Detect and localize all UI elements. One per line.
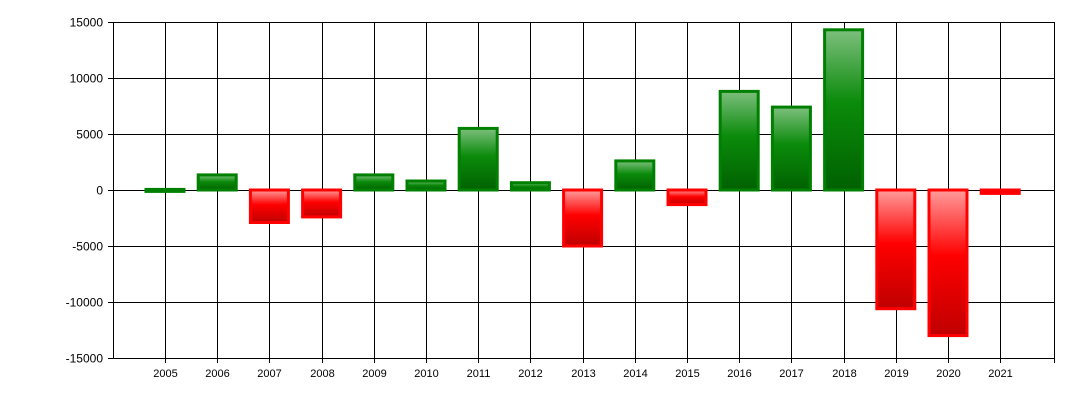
bar-2019: [875, 188, 917, 311]
x-tick-label: 2008: [310, 368, 334, 380]
bar-2021: [979, 188, 1021, 195]
x-tick-label: 2006: [205, 368, 229, 380]
y-tick-label: -10000: [66, 296, 104, 310]
x-tick-label: 2014: [623, 368, 647, 380]
bar-2012: [509, 181, 551, 192]
bar-2020: [927, 188, 969, 338]
x-axis-tick-labels: 2005 2006 2007 2008 2009 2010 2011 2012 2013 2014…: [153, 368, 1012, 380]
bar-2007: [248, 188, 290, 224]
x-tick-label: 2019: [884, 368, 908, 380]
bar-2010: [405, 179, 447, 192]
bar-2009: [353, 173, 395, 192]
bar-2015: [666, 188, 708, 207]
x-tick-label: 2021: [988, 368, 1012, 380]
bar-2008: [301, 188, 343, 219]
y-tick-label: 5000: [76, 128, 103, 142]
x-tick-label: 2012: [518, 368, 542, 380]
x-tick-label: 2018: [832, 368, 856, 380]
bar-2017: [770, 105, 812, 192]
bar-2016: [718, 89, 760, 192]
y-tick-label: 10000: [70, 72, 104, 86]
y-tick-label: 0: [96, 184, 103, 198]
x-tick-label: 2013: [571, 368, 595, 380]
bars: [144, 28, 1021, 338]
x-tick-label: 2005: [153, 368, 177, 380]
x-tick-label: 2007: [257, 368, 281, 380]
axes: [108, 22, 1055, 363]
y-axis-tick-labels: 15000 10000 5000 0 -5000 -10000 -15000: [66, 16, 104, 366]
x-tick-label: 2016: [727, 368, 751, 380]
bar-2018: [823, 28, 865, 192]
bar-2013: [562, 188, 604, 248]
bar-2005: [144, 187, 186, 193]
x-tick-label: 2017: [779, 368, 803, 380]
bar-2014: [614, 159, 656, 192]
x-tick-label: 2020: [936, 368, 960, 380]
x-tick-label: 2010: [414, 368, 438, 380]
y-tick-label: -5000: [72, 240, 103, 254]
y-tick-label: -15000: [66, 352, 104, 366]
y-tick-label: 15000: [70, 16, 104, 30]
bar-2011: [457, 126, 499, 192]
x-tick-label: 2011: [467, 368, 491, 380]
x-tick-label: 2015: [675, 368, 699, 380]
bar-2006: [196, 173, 238, 192]
x-tick-label: 2009: [362, 368, 386, 380]
